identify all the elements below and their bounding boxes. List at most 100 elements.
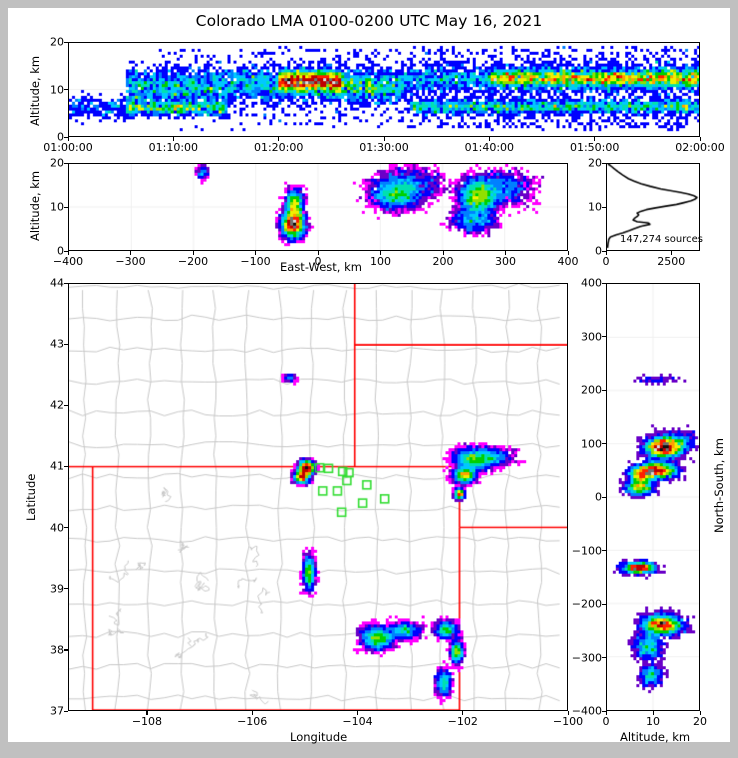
time-height-panel[interactable] [68, 42, 700, 137]
tick-label: 41 [50, 459, 64, 473]
tick-label: −300 [115, 255, 146, 268]
tick-label: 0 [314, 255, 322, 268]
tick-label: −400 [52, 255, 84, 268]
tick-label: 10 [50, 200, 64, 214]
tick-label: 01:10:00 [148, 141, 199, 154]
north-south-density [607, 284, 699, 710]
tick-label: −108 [131, 715, 163, 728]
tick-label: −100 [240, 255, 271, 268]
tick-label: 0 [595, 244, 602, 258]
tick-label: 01:50:00 [569, 141, 620, 154]
tick-label: 43 [50, 337, 64, 351]
tick-mark [67, 251, 69, 255]
tick-mark [602, 657, 606, 659]
tick-mark [602, 282, 606, 284]
tick-mark [64, 649, 68, 651]
tick-mark [670, 251, 672, 255]
tick-mark [356, 711, 359, 715]
tick-mark [602, 389, 606, 391]
tick-mark [64, 162, 68, 164]
tick-mark [192, 251, 194, 255]
tick-mark [64, 136, 68, 138]
tick-mark [64, 250, 68, 252]
altitude-histogram-curve [607, 164, 699, 250]
tick-label: 20 [693, 715, 707, 728]
tick-label: 42 [50, 398, 64, 412]
tick-mark [64, 527, 68, 529]
tick-label: 20 [50, 35, 64, 49]
tick-mark [605, 251, 607, 255]
tick-label: 200 [581, 383, 602, 397]
tick-mark [567, 711, 569, 715]
north-south-height-panel[interactable] [606, 283, 700, 711]
tick-label: 10 [50, 83, 64, 96]
tick-mark [567, 251, 569, 255]
tick-mark [130, 251, 132, 255]
tick-mark [64, 343, 68, 345]
tick-mark [462, 711, 464, 715]
tick-mark [602, 496, 606, 498]
figure-title: Colorado LMA 0100-0200 UTC May 16, 2021 [195, 12, 543, 30]
tick-mark [602, 710, 606, 712]
tick-label: 39 [50, 582, 64, 596]
lma-figure: Colorado LMA 0100-0200 UTC May 16, 2021 … [8, 8, 730, 744]
tick-label: 100 [581, 437, 602, 450]
tick-mark [251, 711, 253, 715]
tick-label: 0 [57, 130, 64, 144]
tick-label: 10 [646, 715, 660, 728]
tick-label: 02:00:00 [675, 141, 725, 154]
tick-mark [383, 137, 385, 141]
map-xlabel: Longitude [290, 730, 348, 744]
tick-mark [602, 250, 606, 252]
tick-mark [380, 251, 382, 255]
tick-label: −200 [177, 255, 209, 268]
tick-label: 20 [588, 156, 602, 170]
tick-label: −100 [552, 715, 584, 728]
east-west-xlabel: East-West, km [280, 260, 362, 274]
tick-label: 400 [581, 276, 602, 290]
north-south-xlabel: Altitude, km [620, 730, 691, 744]
altitude-histogram-panel[interactable] [606, 163, 700, 251]
tick-label: 300 [581, 330, 602, 343]
plan-view-map-panel[interactable] [68, 283, 568, 711]
east-west-ylabel: Altitude, km [28, 170, 42, 241]
tick-mark [67, 137, 69, 141]
tick-label: −200 [571, 597, 602, 611]
tick-mark [64, 282, 68, 284]
tick-mark [505, 251, 507, 255]
tick-mark [278, 137, 280, 141]
tick-mark [699, 137, 701, 141]
tick-label: 01:40:00 [464, 141, 515, 154]
tick-label: 0 [595, 490, 602, 504]
tick-mark [594, 137, 596, 141]
tick-label: 100 [370, 255, 391, 268]
tick-label: −300 [571, 651, 602, 664]
tick-mark [602, 162, 606, 164]
tick-mark [699, 711, 701, 715]
tick-label: 40 [50, 521, 64, 535]
east-west-height-panel[interactable] [68, 163, 568, 251]
tick-label: −102 [447, 715, 478, 728]
east-west-density [69, 164, 567, 250]
tick-label: 44 [50, 276, 64, 290]
tick-mark [64, 404, 68, 406]
tick-label: 01:00:00 [43, 141, 93, 154]
tick-mark [488, 137, 491, 141]
tick-mark [652, 711, 654, 715]
tick-label: 0 [602, 715, 610, 728]
source-count-annotation: 147,274 sources [620, 234, 703, 245]
tick-label: 2500 [657, 255, 686, 268]
tick-label: 0 [602, 255, 610, 268]
tick-mark [64, 465, 68, 468]
tick-mark [602, 206, 606, 208]
tick-mark [64, 41, 68, 43]
tick-mark [602, 336, 606, 338]
tick-mark [602, 603, 606, 605]
tick-label: 01:30:00 [359, 141, 409, 154]
tick-label: 01:20:00 [253, 141, 304, 154]
tick-label: 400 [557, 255, 579, 268]
map-ylabel: Latitude [24, 473, 38, 521]
tick-mark [602, 550, 606, 552]
tick-mark [64, 588, 68, 590]
tick-label: 0 [57, 244, 64, 258]
